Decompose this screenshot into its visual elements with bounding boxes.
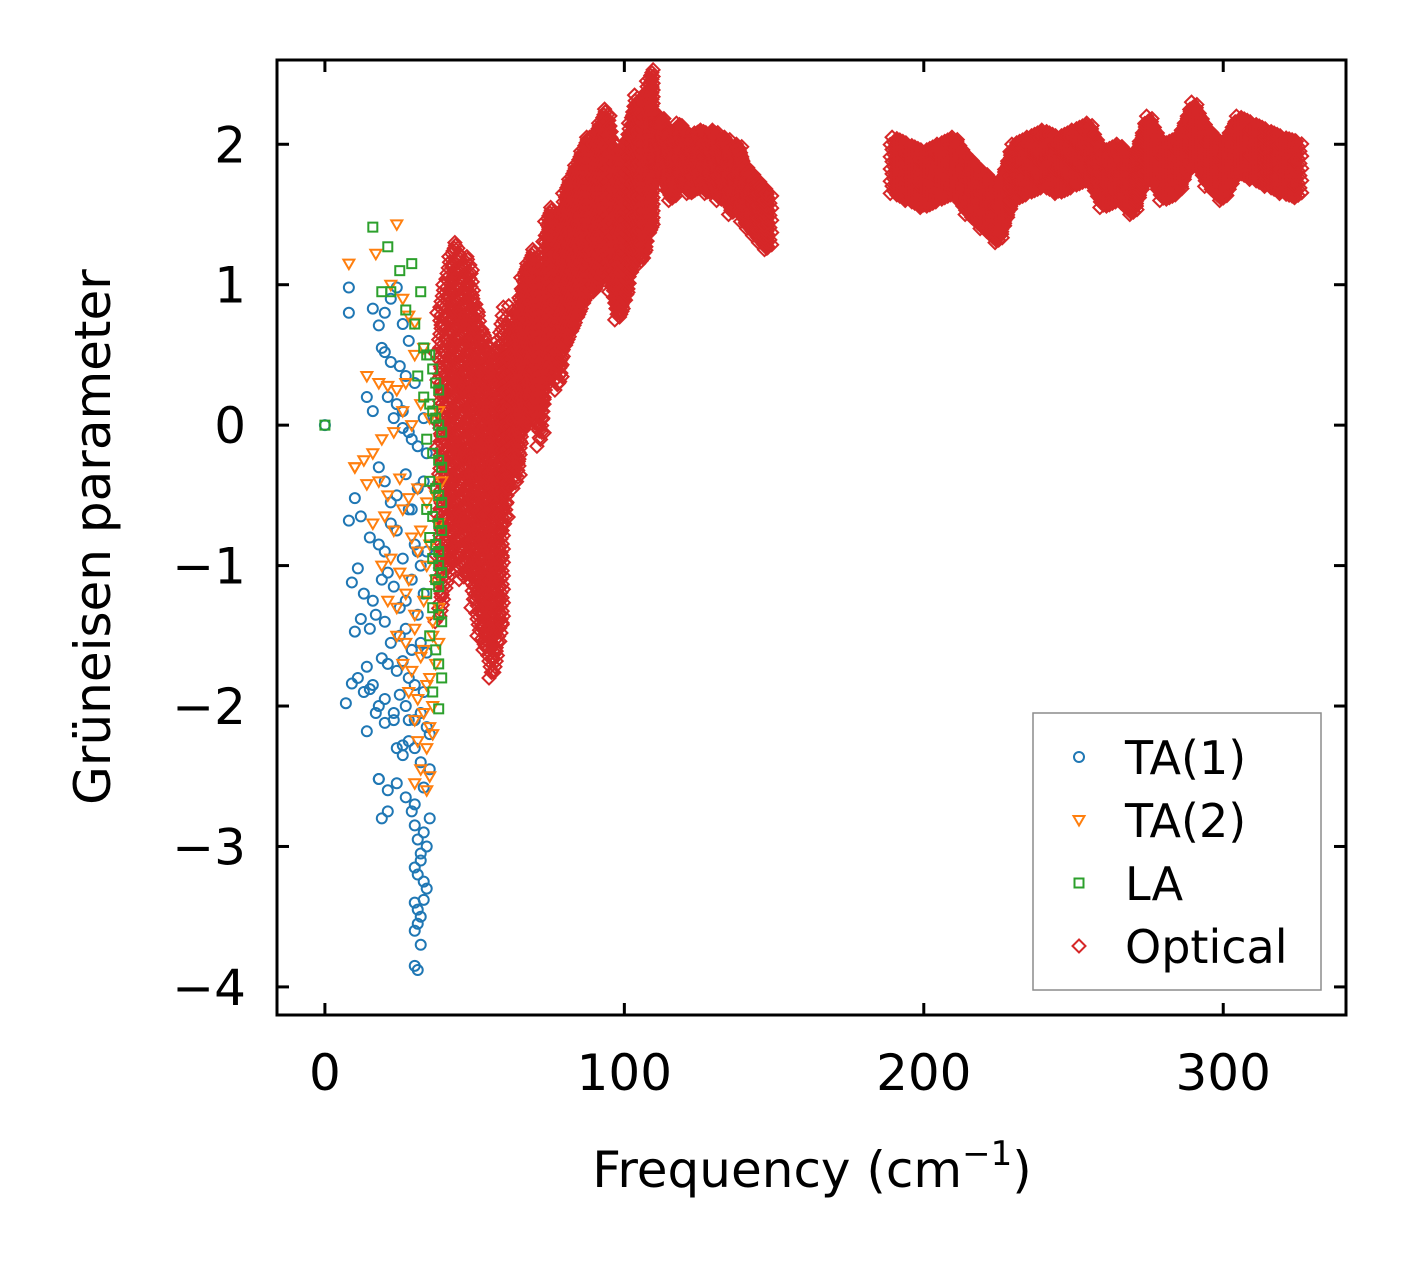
data-point-optical xyxy=(463,265,479,282)
data-point-optical xyxy=(494,549,511,566)
data-point-optical xyxy=(493,625,509,641)
data-point-optical xyxy=(491,633,508,650)
data-point-optical xyxy=(497,501,514,518)
data-point-optical xyxy=(490,628,507,645)
data-point-optical xyxy=(491,620,508,636)
data-point-optical xyxy=(495,567,512,584)
data-point-optical xyxy=(497,508,514,525)
data-point-optical xyxy=(482,361,499,377)
data-point-optical xyxy=(494,576,511,593)
data-point-optical xyxy=(495,541,512,557)
data-point-optical xyxy=(495,581,512,598)
data-point-optical xyxy=(495,554,512,571)
data-point-optical xyxy=(499,494,515,511)
data-point-optical xyxy=(509,469,526,486)
data-point-optical xyxy=(495,299,512,316)
plot-area xyxy=(318,61,1310,977)
data-point-optical xyxy=(493,611,509,628)
data-point-optical xyxy=(512,446,529,463)
data-point-optical xyxy=(495,608,512,625)
data-point-optical xyxy=(500,297,517,314)
data-point-optical xyxy=(494,536,511,552)
data-point-optical xyxy=(476,332,493,349)
data-point-optical xyxy=(482,428,499,445)
data-point-optical xyxy=(428,304,445,321)
series-optical xyxy=(427,61,1310,686)
data-point-optical xyxy=(477,330,494,346)
data-point-optical xyxy=(481,670,497,686)
data-markers xyxy=(318,61,1310,977)
data-point-optical xyxy=(464,273,481,290)
data-point-optical xyxy=(494,562,511,579)
data-point-optical xyxy=(482,495,499,512)
data-point-optical xyxy=(482,629,499,646)
data-point-optical xyxy=(476,327,493,344)
data-point-optical xyxy=(494,589,511,606)
data-point-optical xyxy=(461,257,478,273)
data-point-optical xyxy=(471,313,488,330)
data-point-optical xyxy=(494,603,511,620)
data-point-optical xyxy=(495,527,512,544)
data-point-optical xyxy=(458,248,475,265)
data-point-optical xyxy=(495,594,512,611)
data-point-optical xyxy=(475,324,491,341)
data-point-optical xyxy=(465,282,482,299)
data-point-optical xyxy=(483,664,500,681)
data-point-optical xyxy=(482,562,499,579)
data-point-optical xyxy=(464,290,481,307)
data-point-optical xyxy=(494,616,511,633)
data-point-optical xyxy=(446,234,463,251)
data-point-optical xyxy=(513,435,530,452)
data-point-optical xyxy=(511,457,527,474)
